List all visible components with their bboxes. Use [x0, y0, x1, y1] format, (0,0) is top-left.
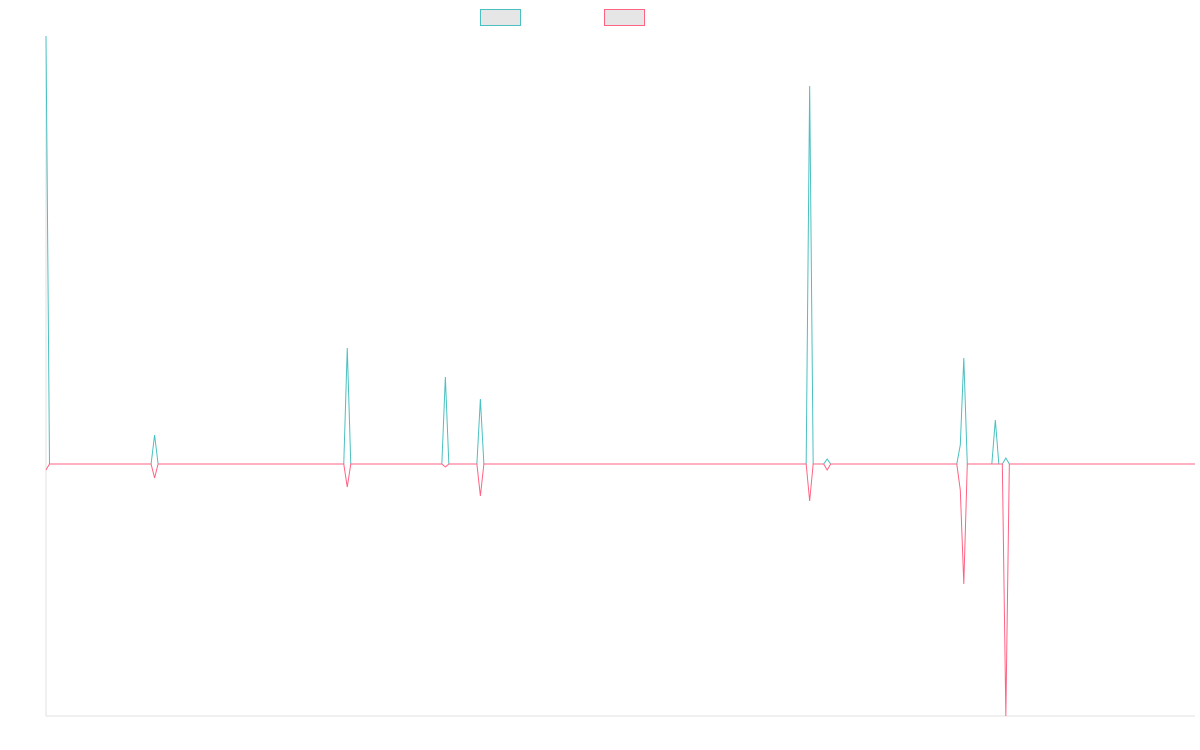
legend-swatch[interactable]: [604, 9, 645, 26]
legend-swatch[interactable]: [480, 9, 521, 26]
data-line: [45, 463, 1195, 717]
data-line: [45, 35, 1195, 465]
